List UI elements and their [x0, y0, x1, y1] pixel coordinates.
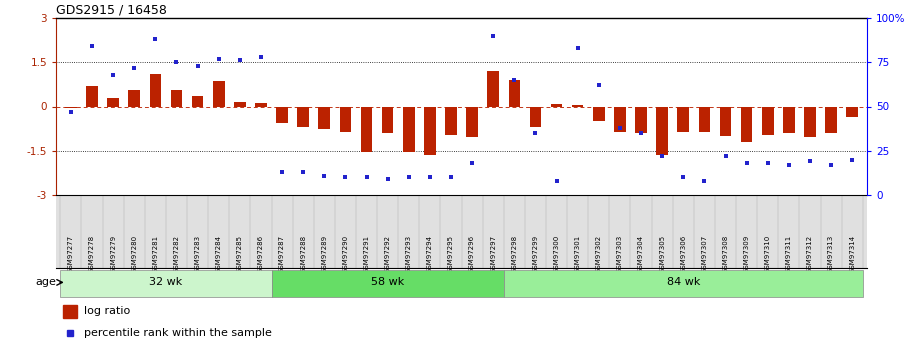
Bar — [319, 107, 330, 129]
Bar — [298, 107, 309, 127]
Bar — [551, 104, 562, 107]
Text: 84 wk: 84 wk — [667, 277, 700, 287]
Bar — [846, 107, 858, 117]
Text: GDS2915 / 16458: GDS2915 / 16458 — [56, 4, 167, 17]
Bar — [276, 107, 288, 123]
FancyBboxPatch shape — [272, 269, 504, 296]
Bar — [361, 107, 372, 152]
Bar — [593, 107, 605, 121]
Bar — [509, 80, 520, 107]
Bar — [234, 102, 245, 107]
Bar — [424, 107, 435, 155]
Bar — [825, 107, 837, 133]
FancyBboxPatch shape — [504, 269, 862, 296]
Bar — [678, 107, 689, 131]
Bar — [572, 105, 584, 107]
Bar — [699, 107, 710, 131]
Bar — [805, 107, 815, 137]
Text: 58 wk: 58 wk — [371, 277, 405, 287]
Bar — [213, 81, 224, 107]
Bar — [382, 107, 394, 133]
Bar — [719, 107, 731, 136]
Bar — [488, 71, 499, 107]
Text: log ratio: log ratio — [83, 306, 130, 316]
Text: percentile rank within the sample: percentile rank within the sample — [83, 328, 272, 338]
Text: age: age — [35, 277, 56, 287]
Bar — [171, 90, 182, 107]
Bar — [466, 107, 478, 137]
Bar — [192, 96, 204, 107]
Bar — [445, 107, 457, 135]
Bar — [635, 107, 647, 133]
Bar — [149, 74, 161, 107]
Bar — [339, 107, 351, 131]
Bar — [783, 107, 795, 133]
Bar — [614, 107, 625, 131]
Bar — [86, 86, 98, 107]
Bar — [108, 98, 119, 107]
Bar — [656, 107, 668, 155]
Bar — [255, 103, 267, 107]
Bar — [65, 107, 77, 108]
Bar — [741, 107, 752, 142]
Text: 32 wk: 32 wk — [149, 277, 183, 287]
Bar — [529, 107, 541, 127]
Bar — [129, 90, 140, 107]
Bar — [62, 305, 77, 318]
Bar — [762, 107, 774, 135]
Bar — [403, 107, 414, 152]
FancyBboxPatch shape — [61, 269, 272, 296]
